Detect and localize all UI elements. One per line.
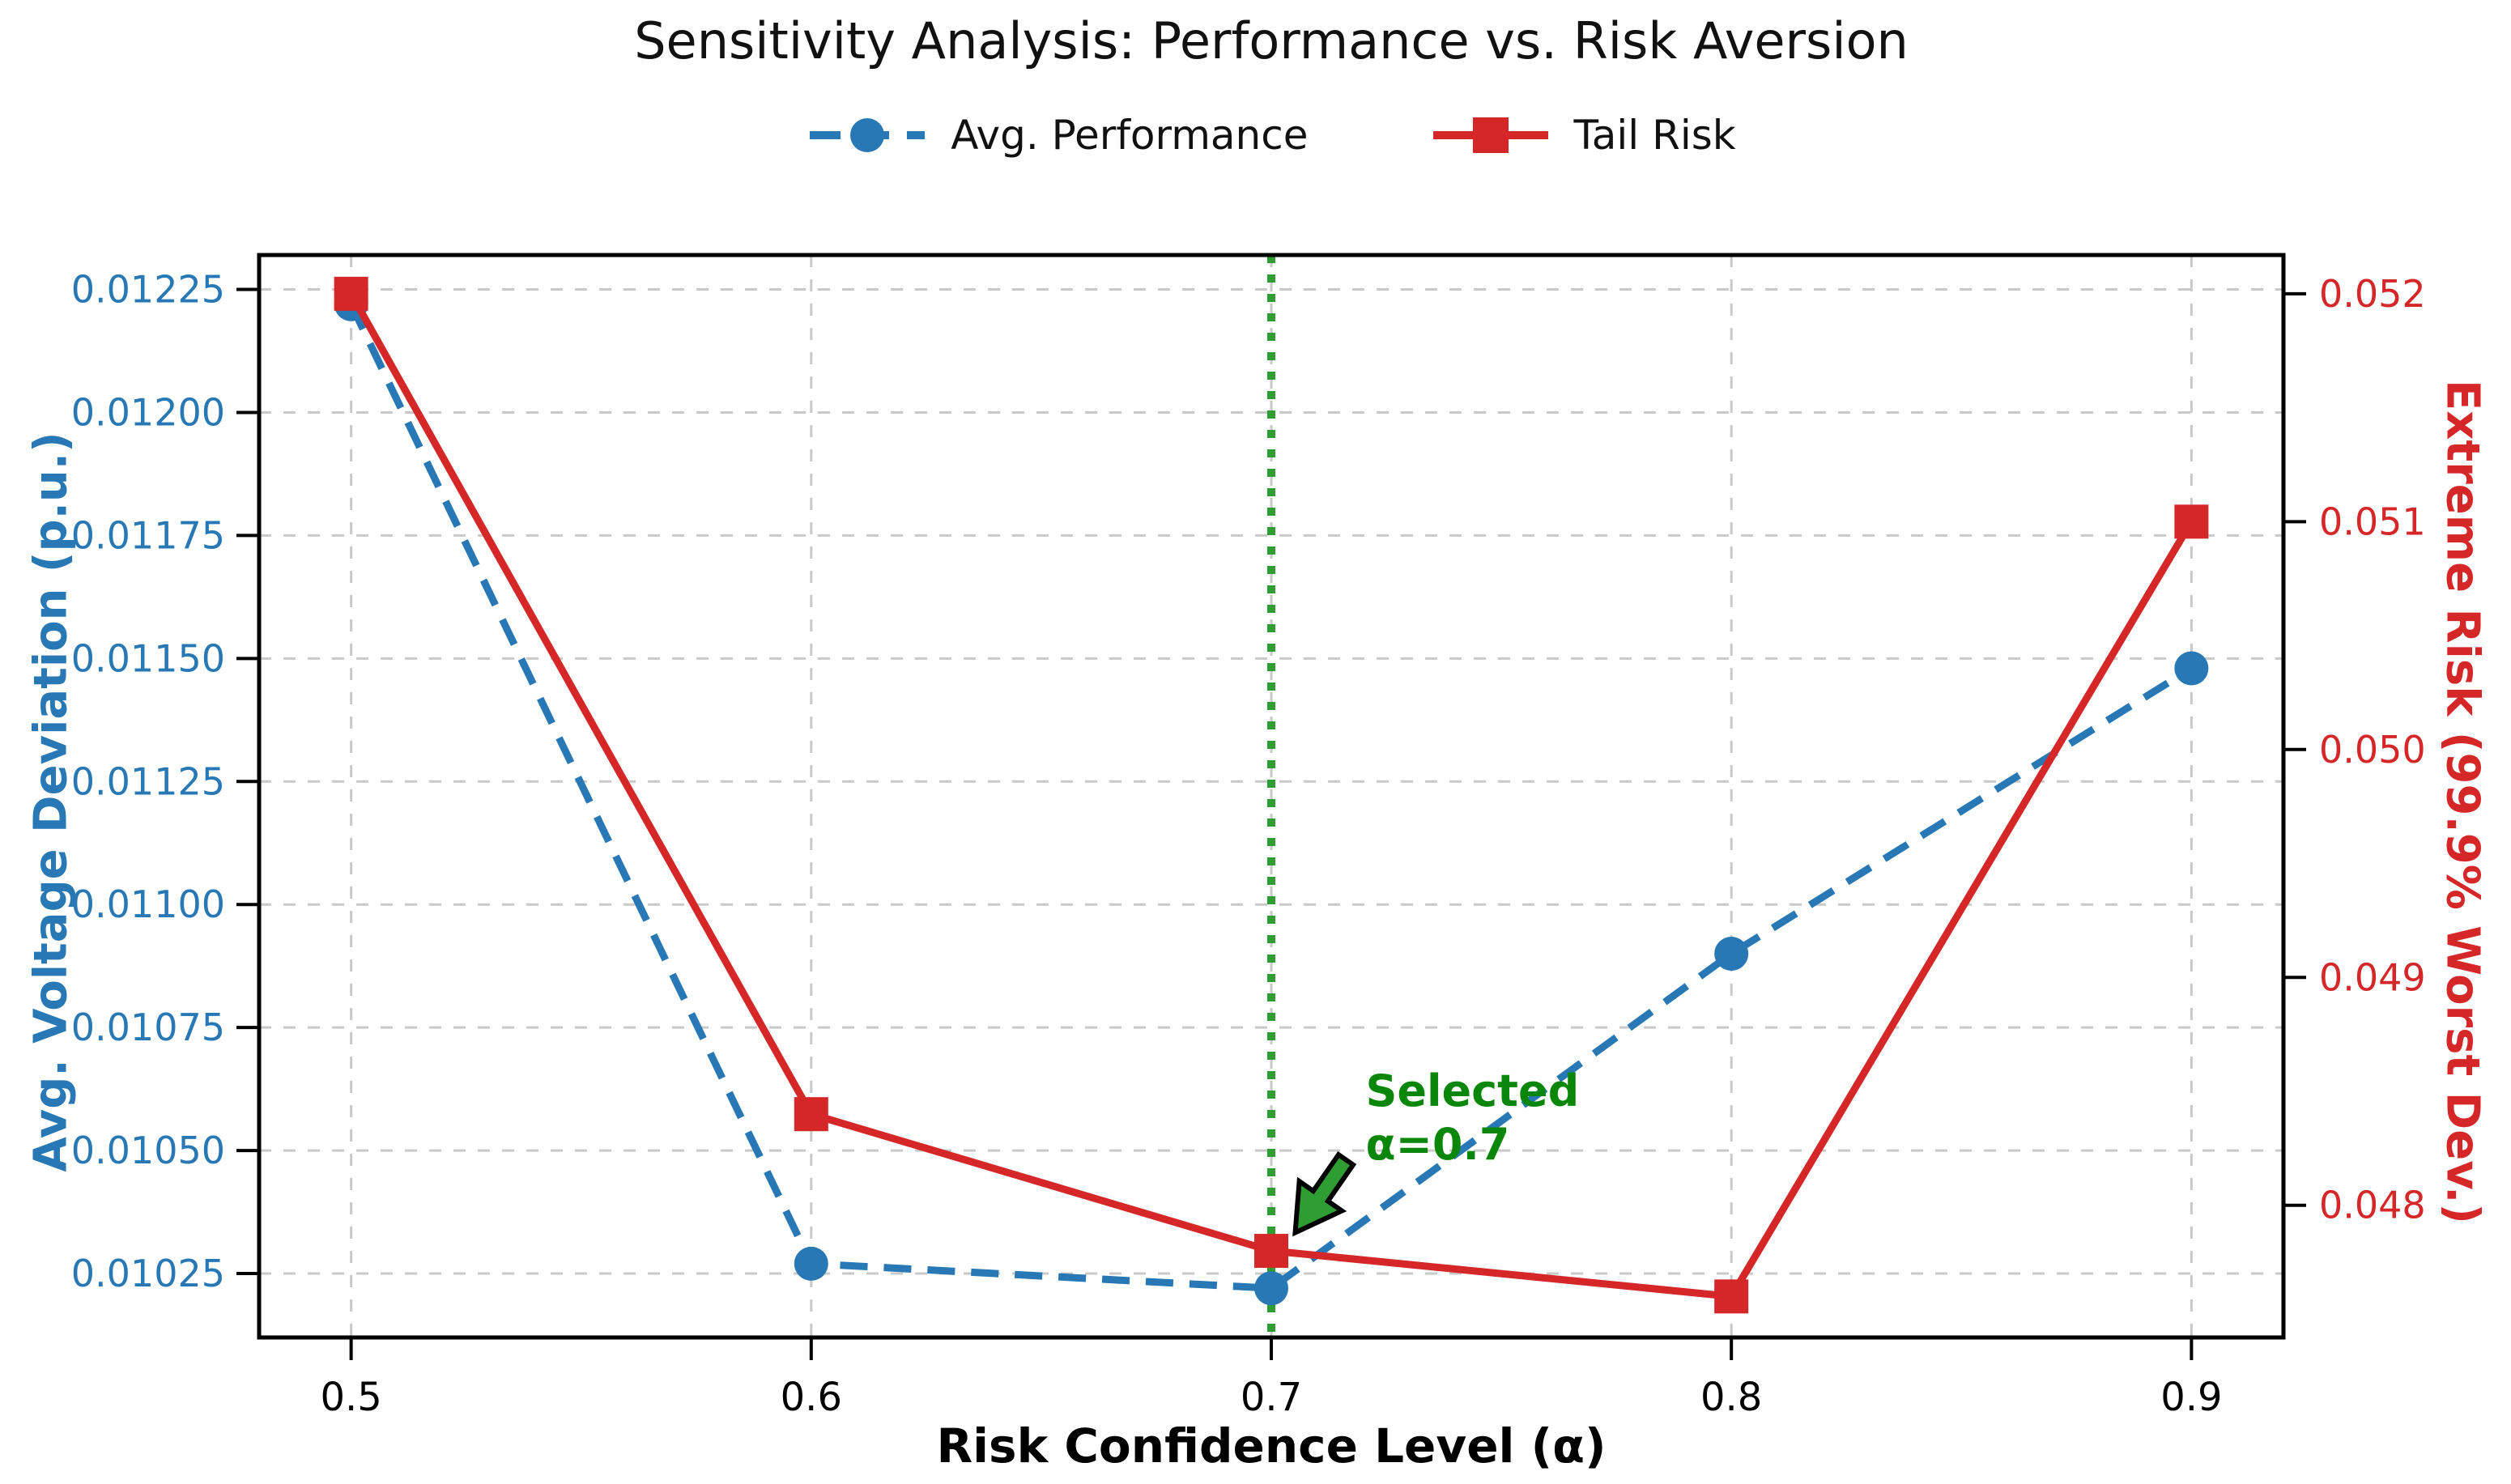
right-tick-label: 0.051 xyxy=(2319,500,2426,543)
data-point-square xyxy=(2174,504,2209,539)
right-tick-label: 0.049 xyxy=(2319,955,2426,999)
annotation-text-line1: Selected xyxy=(1365,1065,1579,1116)
left-tick-label: 0.01125 xyxy=(71,759,225,803)
annotation-text-line2: α=0.7 xyxy=(1365,1119,1509,1170)
left-tick-label: 0.01100 xyxy=(71,882,225,926)
left-tick-label: 0.01075 xyxy=(71,1006,225,1049)
left-axis-title: Avg. Voltage Deviation (p.u.) xyxy=(24,432,78,1172)
data-point-circle xyxy=(1254,1271,1288,1306)
x-tick-label: 0.8 xyxy=(1700,1375,1762,1420)
legend-item-avg-performance: Avg. Performance xyxy=(806,112,1309,159)
right-tick-label: 0.050 xyxy=(2319,728,2426,772)
avg-performance-line xyxy=(347,302,2194,1292)
x-tick-label: 0.9 xyxy=(2160,1375,2222,1420)
left-tick-label: 0.01225 xyxy=(71,268,225,312)
x-tick-label: 0.6 xyxy=(781,1375,842,1420)
right-axis-title: Extreme Risk (99.9% Worst Dev.) xyxy=(2436,379,2489,1225)
tail-risk-series xyxy=(334,276,2209,1314)
x-axis-title: Risk Confidence Level (α) xyxy=(936,1418,1607,1473)
data-point-circle xyxy=(794,1246,828,1281)
left-tick-label: 0.01200 xyxy=(71,390,225,434)
legend-marker-avg-performance-icon xyxy=(810,118,926,152)
x-tick-label: 0.5 xyxy=(320,1375,381,1420)
legend-item-tail-risk: Tail Risk xyxy=(1430,112,1736,159)
legend-label-avg-performance: Avg. Performance xyxy=(951,112,1309,159)
legend: Avg. Performance Tail Risk xyxy=(259,112,2283,159)
legend-marker-tail-risk-icon xyxy=(1432,117,1548,153)
right-tick-label: 0.048 xyxy=(2319,1184,2426,1227)
gridlines xyxy=(259,255,2283,1337)
left-tick-label: 0.01050 xyxy=(71,1129,225,1172)
data-point-circle xyxy=(2174,651,2209,686)
data-point-square xyxy=(794,1097,828,1132)
data-point-square xyxy=(1714,1279,1749,1314)
left-tick-label: 0.01175 xyxy=(71,513,225,557)
x-tick-label: 0.7 xyxy=(1241,1375,1302,1420)
left-tick-label: 0.01150 xyxy=(71,636,225,680)
legend-label-tail-risk: Tail Risk xyxy=(1573,112,1736,159)
data-point-circle xyxy=(1714,936,1749,971)
right-tick-label: 0.052 xyxy=(2319,272,2426,316)
left-tick-label: 0.01025 xyxy=(71,1252,225,1295)
annotation-arrow xyxy=(1292,1151,1357,1237)
data-point-square xyxy=(334,276,368,311)
data-point-square xyxy=(1254,1234,1288,1269)
tick-labels: 0.01225 0.01200 0.01175 0.01150 0.01125 0.011… xyxy=(71,268,2426,1420)
chart-title: Sensitivity Analysis: Performance vs. Ri… xyxy=(634,11,1909,70)
